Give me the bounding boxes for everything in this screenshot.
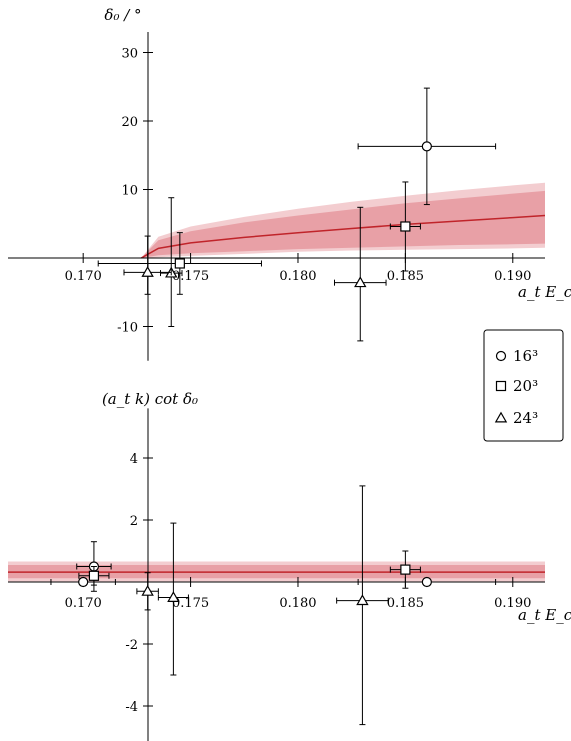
x-tick-label: 0.190 xyxy=(494,269,531,284)
x-tick-label: 0.185 xyxy=(387,269,424,284)
x-tick-label: 0.170 xyxy=(65,269,102,284)
data-point xyxy=(333,206,387,342)
data-point xyxy=(78,566,110,586)
y-tick-label: 30 xyxy=(121,47,138,62)
data-point xyxy=(389,181,421,272)
legend-entry-24: 24³ xyxy=(494,409,538,427)
data-point xyxy=(50,576,116,588)
x-tick-label: 0.185 xyxy=(387,596,424,611)
y-tick-label: 4 xyxy=(130,452,138,467)
data-point xyxy=(357,576,497,588)
data-point xyxy=(336,485,389,726)
axes: 0.170 0.175 0.180 0.185 0.190 -10 10 20 30 xyxy=(8,31,545,361)
y-tick-label: 10 xyxy=(121,184,138,199)
y-tick-label: -10 xyxy=(117,321,138,336)
data-point xyxy=(97,232,262,295)
circle-marker xyxy=(78,576,89,588)
triangle-marker-icon xyxy=(494,411,508,423)
legend-entry-16: 16³ xyxy=(495,347,538,365)
y-tick-label: 2 xyxy=(130,514,138,529)
data-points xyxy=(50,485,497,726)
data-point xyxy=(136,572,159,611)
triangle-marker xyxy=(141,266,154,277)
circle-marker xyxy=(421,576,432,588)
y-axis-title: δ₀ / ° xyxy=(104,6,141,24)
x-axis-title: a_t E_cm xyxy=(518,283,571,301)
x-tick-label: 0.180 xyxy=(279,596,316,611)
circle-marker xyxy=(495,350,507,362)
triangle-marker xyxy=(354,276,367,288)
square-marker xyxy=(88,570,100,581)
y-tick-label: -2 xyxy=(125,638,138,653)
data-point xyxy=(357,87,497,206)
square-marker xyxy=(400,221,411,232)
x-tick-label: 0.170 xyxy=(65,596,102,611)
cot-delta-panel: 0.170 0.175 0.180 0.185 0.190 -4 -2 2 4 (a_t k) … xyxy=(8,390,571,741)
fit-uncertainty-bands xyxy=(141,182,545,258)
data-point xyxy=(157,522,189,676)
triangle-marker xyxy=(494,411,508,423)
square-marker-icon xyxy=(495,380,507,392)
triangle-marker xyxy=(356,594,369,606)
data-point xyxy=(389,550,421,589)
x-tick-label: 0.180 xyxy=(279,269,316,284)
x-axis-title: a_t E_cm xyxy=(518,606,571,624)
y-tick-label: -4 xyxy=(125,700,138,715)
fit-curve xyxy=(140,214,546,259)
data-point xyxy=(123,235,172,295)
square-marker xyxy=(495,380,507,392)
triangle-marker xyxy=(167,591,180,602)
circle-marker xyxy=(421,141,432,152)
legend-entry-20: 20³ xyxy=(495,377,538,395)
y-axis-title: (a_t k) cot δ₀ xyxy=(102,390,198,408)
legend-label: 20³ xyxy=(513,377,538,395)
y-tick-label: 20 xyxy=(121,115,138,130)
phase-shift-panel: 0.170 0.175 0.180 0.185 0.190 -10 10 20 30 δ₀ / … xyxy=(8,6,571,361)
legend-label: 16³ xyxy=(513,347,538,365)
square-marker xyxy=(400,564,411,575)
inner-band xyxy=(141,190,545,258)
x-tick-label: 0.175 xyxy=(172,596,209,611)
x-tick-label: 0.190 xyxy=(494,596,531,611)
data-points xyxy=(97,87,497,342)
x-tick-label: 0.175 xyxy=(172,269,209,284)
triangle-marker xyxy=(141,584,154,596)
circle-marker-icon xyxy=(495,350,507,362)
square-marker xyxy=(174,258,185,269)
legend-label: 24³ xyxy=(513,409,538,427)
legend: 16³ 20³ 24³ xyxy=(483,329,564,442)
